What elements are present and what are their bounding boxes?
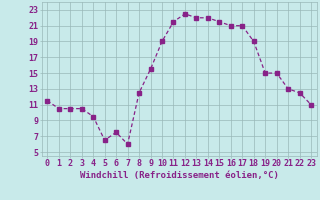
X-axis label: Windchill (Refroidissement éolien,°C): Windchill (Refroidissement éolien,°C) xyxy=(80,171,279,180)
